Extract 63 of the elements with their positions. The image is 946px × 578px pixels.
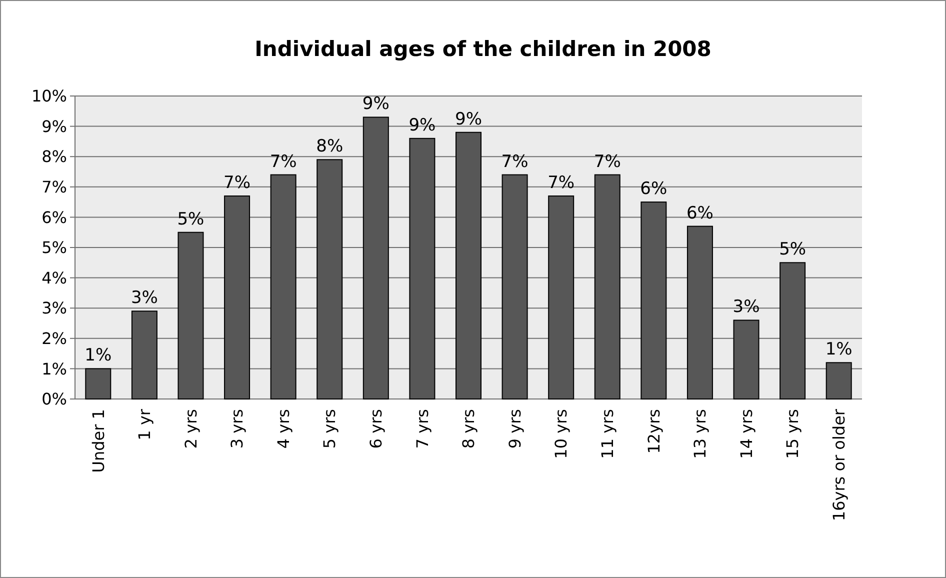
- bar: [548, 195, 574, 400]
- x-tick-label: 2 yrs: [181, 409, 200, 449]
- x-tick-label: 13 yrs: [690, 409, 710, 459]
- data-label: 7%: [594, 152, 621, 172]
- data-label: 5%: [779, 240, 806, 260]
- data-label: 7%: [548, 172, 575, 193]
- bar: [131, 310, 158, 400]
- data-label: 8%: [316, 136, 344, 157]
- data-label: 7%: [224, 172, 251, 193]
- x-tick-label: Under 1: [88, 409, 108, 473]
- data-label: 9%: [362, 94, 390, 114]
- data-label: 9%: [408, 115, 436, 136]
- data-label: 7%: [270, 152, 297, 172]
- data-label: 5%: [177, 209, 204, 230]
- x-tick-label: 11 yrs: [598, 409, 617, 459]
- y-tick-label: 3%: [42, 298, 67, 318]
- y-tick-label: 4%: [42, 268, 67, 288]
- x-tick-label: 1 yr: [135, 408, 154, 440]
- bar: [502, 174, 528, 400]
- y-tick-label: 5%: [42, 238, 67, 258]
- y-tick-label: 6%: [42, 208, 67, 227]
- chart-title: Individual ages of the children in 2008: [254, 37, 712, 61]
- data-label: 7%: [501, 152, 528, 172]
- y-tick-label: 2%: [42, 329, 67, 348]
- bar: [686, 226, 713, 400]
- x-tick-label: 5 yrs: [320, 409, 340, 449]
- bar: [640, 202, 667, 400]
- data-label: 3%: [732, 297, 760, 318]
- x-tick-label: 14 yrs: [736, 409, 756, 459]
- bar: [85, 368, 112, 400]
- bar: [362, 116, 389, 400]
- x-tick-label: 3 yrs: [228, 409, 247, 449]
- data-label: 9%: [455, 109, 482, 130]
- x-tick-label: 4 yrs: [274, 409, 293, 449]
- bar: [224, 195, 250, 400]
- bar: [826, 362, 852, 400]
- y-tick-label: 1%: [42, 359, 67, 378]
- x-tick-label: 7 yrs: [412, 409, 432, 449]
- bar: [456, 132, 482, 400]
- bar: [594, 174, 620, 400]
- data-label: 6%: [686, 203, 714, 224]
- y-tick-label: 9%: [42, 116, 67, 136]
- bar: [409, 138, 436, 400]
- x-tick-label: 12yrs: [644, 409, 664, 454]
- bar: [270, 174, 296, 400]
- x-tick-label: 8 yrs: [459, 409, 478, 449]
- data-label: 6%: [640, 179, 668, 200]
- x-tick-label: 6 yrs: [366, 409, 386, 449]
- x-tick-label: 15 yrs: [783, 409, 802, 459]
- y-tick-label: 0%: [42, 390, 67, 409]
- data-label: 3%: [130, 288, 158, 308]
- bar: [780, 262, 806, 400]
- x-tick-label: 16yrs or older: [829, 408, 848, 522]
- bar: [178, 232, 204, 400]
- data-label: 1%: [84, 346, 112, 366]
- x-tick-label: 10 yrs: [552, 409, 571, 459]
- y-tick-label: 8%: [42, 147, 67, 166]
- bar: [733, 320, 760, 400]
- bar: [316, 159, 343, 400]
- data-label: 1%: [825, 340, 852, 360]
- x-tick-label: 9 yrs: [505, 409, 524, 449]
- y-tick-label: 7%: [42, 178, 67, 196]
- y-tick-label: 10%: [31, 86, 67, 106]
